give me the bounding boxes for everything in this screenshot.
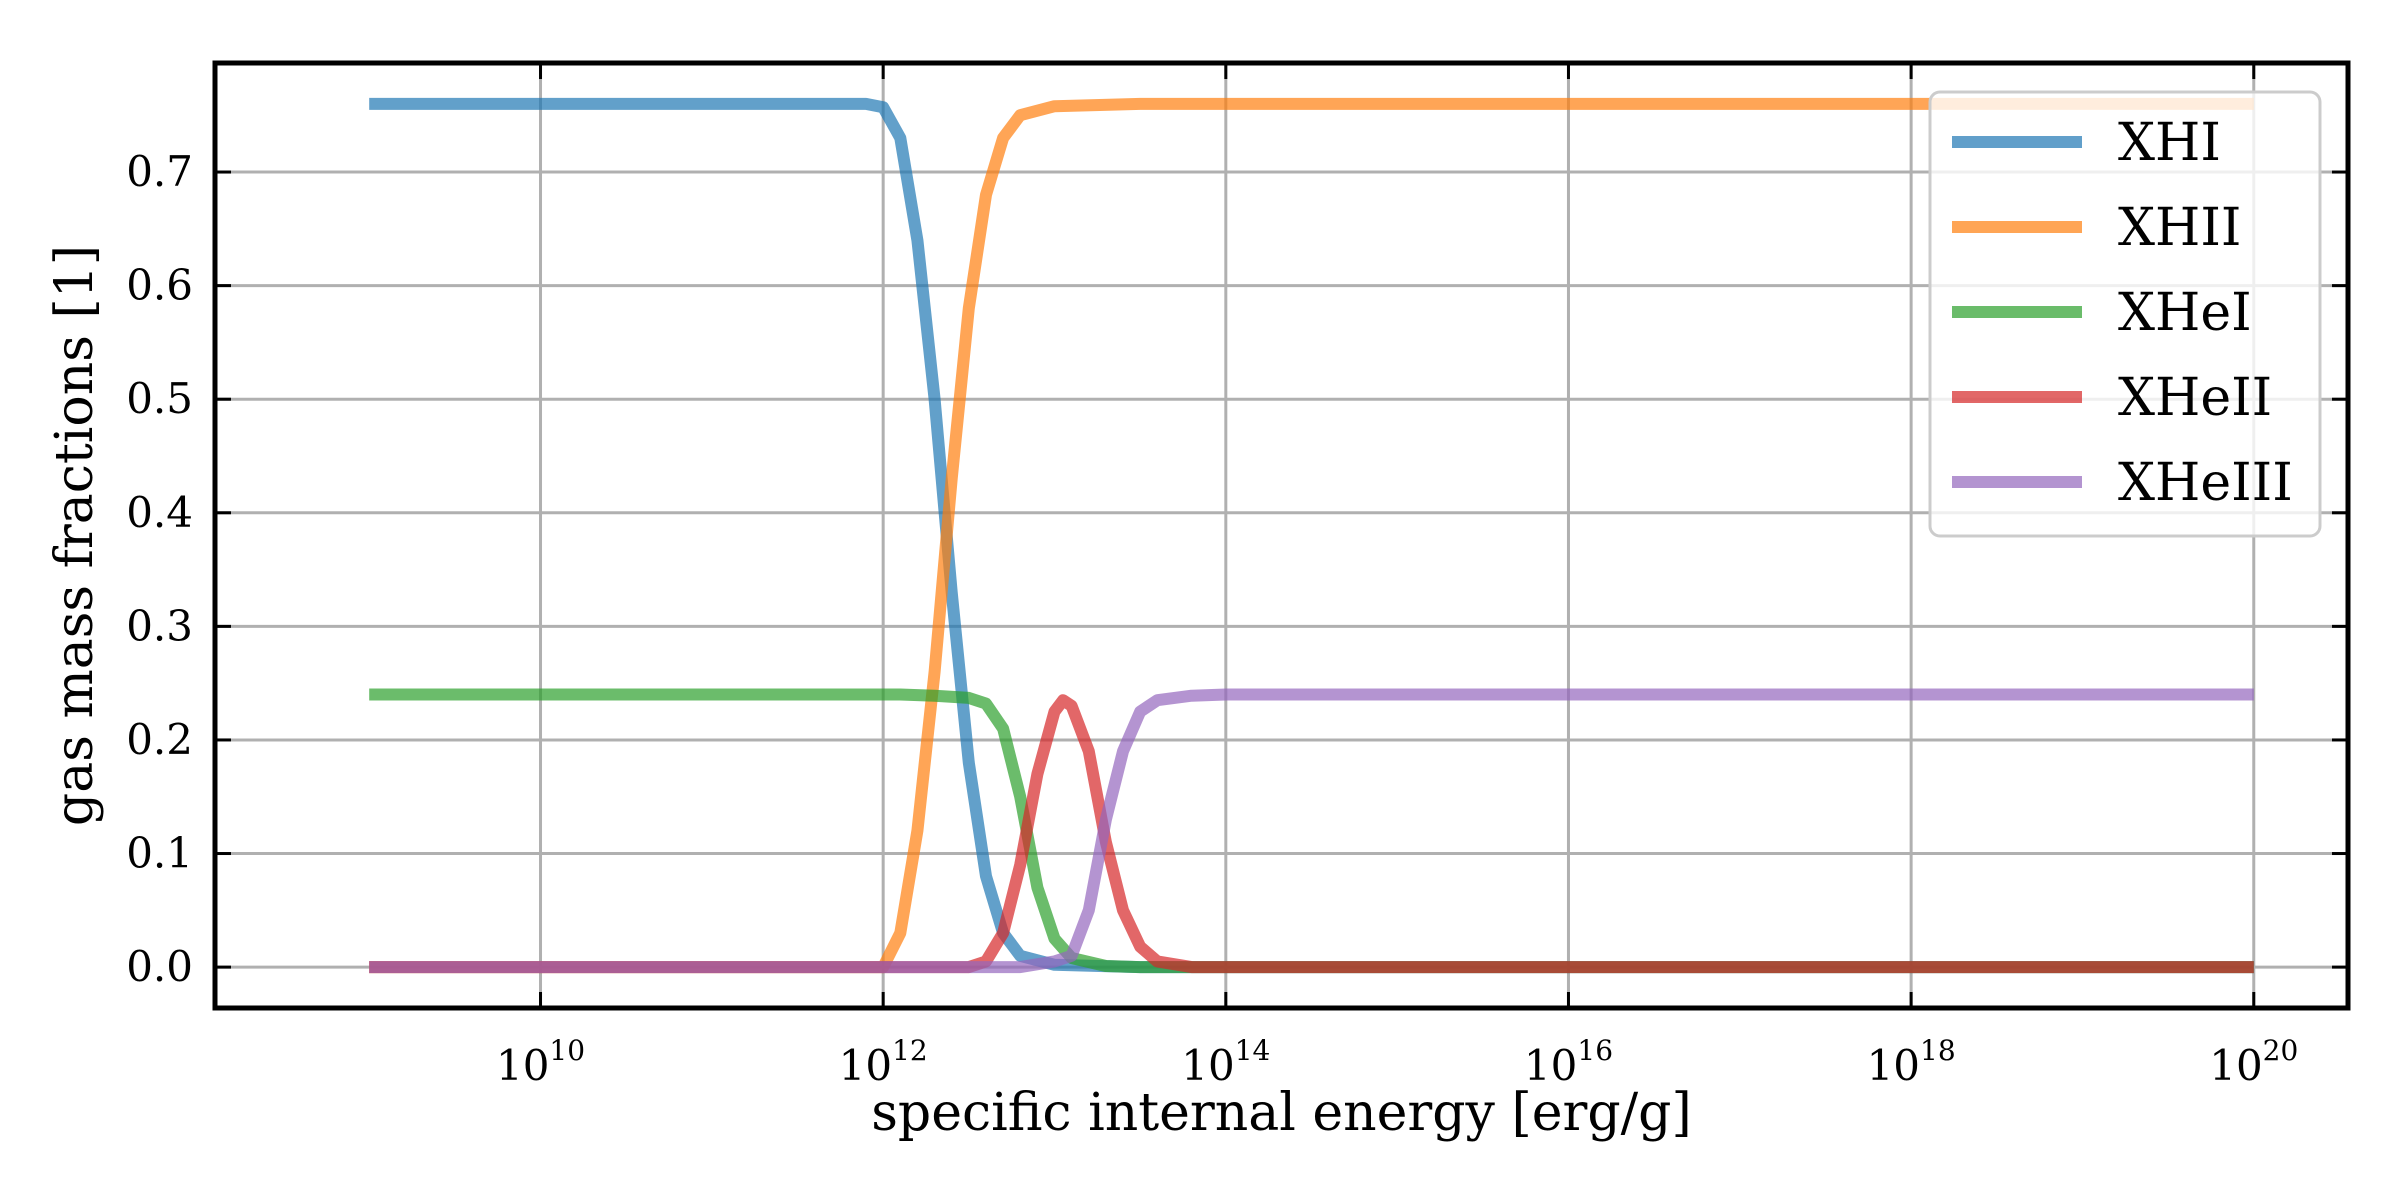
series-line-xheii xyxy=(369,694,2254,974)
legend-label: XHI xyxy=(2118,113,2221,173)
x-tick-base: 10 xyxy=(1524,1041,1577,1090)
y-tick-label: 0.1 xyxy=(126,829,193,878)
x-tick-base: 10 xyxy=(1181,1041,1234,1090)
y-tick-label: 0.4 xyxy=(126,488,193,537)
x-tick-base: 10 xyxy=(1867,1041,1920,1090)
legend-box xyxy=(1928,90,2322,538)
series-line-xheiii xyxy=(369,688,2254,974)
x-tick-label: 1012 xyxy=(839,1034,928,1090)
x-tick-label: 1020 xyxy=(2209,1034,2298,1090)
legend-label: XHeIII xyxy=(2118,453,2293,513)
y-tick-label: 0.0 xyxy=(126,942,193,991)
legend-label: XHeI xyxy=(2118,283,2252,343)
legend: XHI XHII XHeI XHeII XHeIII xyxy=(1928,90,2322,538)
x-tick-base: 10 xyxy=(496,1041,549,1090)
x-tick-exponent: 14 xyxy=(1235,1034,1271,1067)
y-tick-label: 0.7 xyxy=(126,147,193,196)
x-tick-label: 1016 xyxy=(1524,1034,1613,1090)
x-tick-label: 1014 xyxy=(1181,1034,1270,1090)
plot-frame xyxy=(212,60,2351,1011)
x-tick-exponent: 18 xyxy=(1920,1034,1956,1067)
x-tick-exponent: 12 xyxy=(892,1034,928,1067)
series-lines xyxy=(369,97,2254,974)
x-tick-base: 10 xyxy=(839,1041,892,1090)
series-line-xhei xyxy=(369,688,2254,974)
x-tick-label: 1018 xyxy=(1867,1034,1956,1090)
axis-ticks: 1010 1012 1014 1016 1018 10200.00.10.20.30.40… xyxy=(126,63,2348,1090)
x-tick-exponent: 10 xyxy=(549,1034,585,1067)
x-axis-label: specific internal energy [erg/g] xyxy=(871,1083,1692,1143)
x-tick-label: 1010 xyxy=(496,1034,585,1090)
y-tick-label: 0.2 xyxy=(126,715,193,764)
x-tick-exponent: 16 xyxy=(1577,1034,1613,1067)
x-tick-exponent: 20 xyxy=(2263,1034,2299,1067)
legend-label: XHII xyxy=(2118,198,2241,258)
y-tick-label: 0.6 xyxy=(126,261,193,310)
legend-label: XHeII xyxy=(2118,368,2272,428)
series-line-xhii xyxy=(369,97,2254,974)
y-tick-label: 0.3 xyxy=(126,601,193,650)
y-tick-label: 0.5 xyxy=(126,374,193,423)
x-tick-base: 10 xyxy=(2209,1041,2262,1090)
y-axis-label: gas mass fractions [1] xyxy=(45,245,105,826)
